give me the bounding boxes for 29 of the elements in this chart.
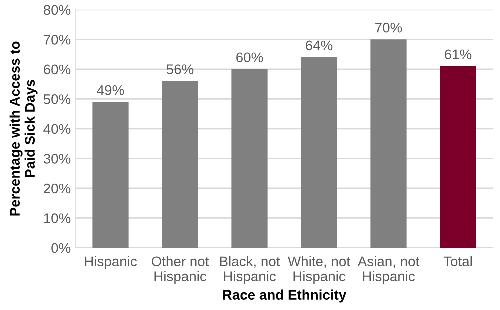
x-tick-label: Hispanic	[85, 256, 138, 270]
x-tick-label: Black, not Hispanic	[220, 256, 280, 284]
bar	[92, 102, 129, 248]
y-tick-label: 50%	[44, 94, 71, 104]
data-label: 60%	[236, 52, 264, 63]
y-tick-label: 80%	[44, 5, 71, 16]
x-tick-label: Other not Hispanic	[152, 256, 210, 284]
data-label: 70%	[376, 22, 402, 33]
x-axis-title: Race and Ethnicity	[223, 290, 347, 303]
bar	[370, 40, 407, 248]
bar	[162, 81, 198, 248]
y-tick-label: 0%	[52, 243, 71, 254]
data-label: 56%	[166, 64, 194, 74]
data-label: 61%	[445, 50, 472, 60]
y-axis-title: Percentage with Access to Paid Sick Days	[10, 42, 38, 216]
bar	[232, 69, 268, 248]
y-tick-label: 20%	[44, 184, 71, 194]
data-label: 64%	[306, 40, 333, 51]
bar	[440, 66, 476, 248]
bar	[301, 58, 338, 248]
x-tick-label: White, not Hispanic	[288, 256, 350, 284]
y-tick-label: 60%	[44, 64, 71, 75]
y-tick-label: 30%	[44, 154, 71, 164]
x-tick-label: Total	[444, 256, 472, 267]
y-tick-label: 40%	[44, 124, 71, 134]
x-tick-label: Asian, not Hispanic	[358, 256, 420, 284]
y-tick-label: 70%	[44, 35, 71, 45]
y-tick-label: 10%	[44, 214, 71, 224]
data-label: 49%	[97, 85, 124, 96]
